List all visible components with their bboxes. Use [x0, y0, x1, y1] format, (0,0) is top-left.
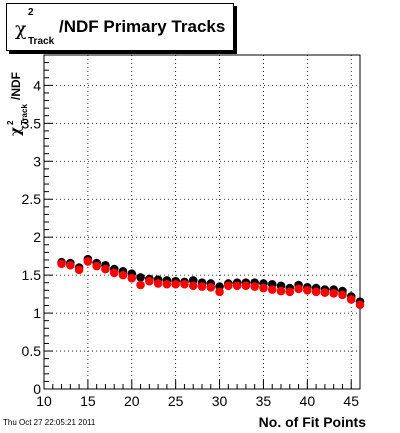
x-tick-label: 25 — [168, 393, 184, 409]
data-point-series-2 — [188, 281, 198, 291]
data-point-series-2 — [57, 259, 66, 269]
x-tick-label: 45 — [343, 393, 359, 409]
x-tick-label: 35 — [256, 393, 272, 409]
data-point-series-2 — [276, 286, 286, 296]
data-point-series-2 — [250, 282, 259, 291]
y-axis-label-subscript: Track — [20, 104, 29, 125]
y-tick-label: 1.5 — [22, 267, 42, 283]
data-point-series-2 — [180, 279, 189, 289]
data-point-series-2 — [215, 287, 224, 297]
data-point-series-2 — [83, 257, 93, 266]
data-point-series-2 — [153, 279, 163, 288]
data-point-series-2 — [145, 276, 154, 286]
chart-title: χ 2 Track /NDF Primary Tracks — [6, 3, 234, 51]
data-point-series-1 — [136, 273, 145, 282]
plot-frame — [43, 54, 361, 390]
y-tick-label: 3 — [33, 153, 41, 169]
data-point-series-2 — [162, 279, 172, 289]
y-axis-label: χ 2 Track /NDF — [6, 72, 29, 136]
y-tick-label: 2.5 — [22, 191, 42, 207]
data-point-series-2 — [74, 265, 84, 275]
data-point-series-2 — [303, 286, 312, 295]
data-point-series-2 — [206, 282, 216, 292]
data-point-series-2 — [127, 273, 137, 283]
y-tick-label: 3.5 — [22, 115, 42, 131]
title-superscript: 2 — [28, 7, 34, 18]
x-tick-label: 20 — [124, 393, 140, 409]
data-point-series-2 — [109, 268, 119, 278]
data-point-series-2 — [329, 289, 338, 298]
title-chi-symbol: χ — [15, 18, 27, 40]
y-tick-label: 0.5 — [22, 343, 42, 359]
x-axis-label: No. of Fit Points — [259, 414, 367, 430]
data-point-series-2 — [232, 281, 242, 291]
y-axis-label-chi: χ — [8, 127, 24, 136]
x-tick-label: 10 — [36, 393, 52, 409]
timestamp: Thu Oct 27 22:05:21 2011 — [3, 418, 96, 427]
data-point-series-2 — [311, 287, 321, 297]
data-point-series-2 — [197, 282, 207, 291]
y-tick-label: 1 — [33, 305, 41, 321]
x-axis-ticks: 10 15 20 25 30 35 40 45 — [36, 380, 361, 409]
data-points — [57, 254, 365, 310]
data-point-series-2 — [267, 285, 277, 294]
y-tick-label: 4 — [33, 77, 41, 93]
title-text: /NDF Primary Tracks — [59, 17, 226, 36]
x-tick-label: 15 — [80, 393, 96, 409]
data-point-series-2 — [66, 260, 75, 270]
y-tick-label: 2 — [33, 229, 41, 245]
data-point-series-2 — [224, 281, 233, 291]
data-point-series-2 — [320, 288, 330, 297]
data-point-series-2 — [346, 295, 356, 304]
data-point-series-2 — [101, 264, 110, 274]
y-tick-label: 0 — [33, 381, 41, 397]
x-tick-label: 30 — [212, 393, 228, 409]
title-subscript: Track — [28, 36, 55, 47]
data-point-series-2 — [355, 300, 365, 310]
data-point-series-2 — [338, 290, 347, 300]
data-point-series-2 — [136, 280, 145, 290]
data-point-series-2 — [171, 279, 180, 289]
data-point-series-2 — [285, 287, 295, 297]
y-axis-ticks: 0 0.5 1 1.5 2 2.5 3 3.5 4 — [22, 54, 53, 397]
data-point-series-2 — [259, 283, 268, 293]
x-tick-label: 40 — [300, 393, 316, 409]
data-point-series-2 — [241, 281, 251, 291]
data-point-series-2 — [294, 284, 303, 294]
data-point-series-2 — [118, 270, 128, 280]
grid-lines — [44, 55, 360, 389]
y-axis-label-suffix: /NDF — [9, 72, 23, 100]
data-point-series-2 — [92, 261, 101, 271]
y-axis-label-superscript: 2 — [6, 120, 15, 125]
